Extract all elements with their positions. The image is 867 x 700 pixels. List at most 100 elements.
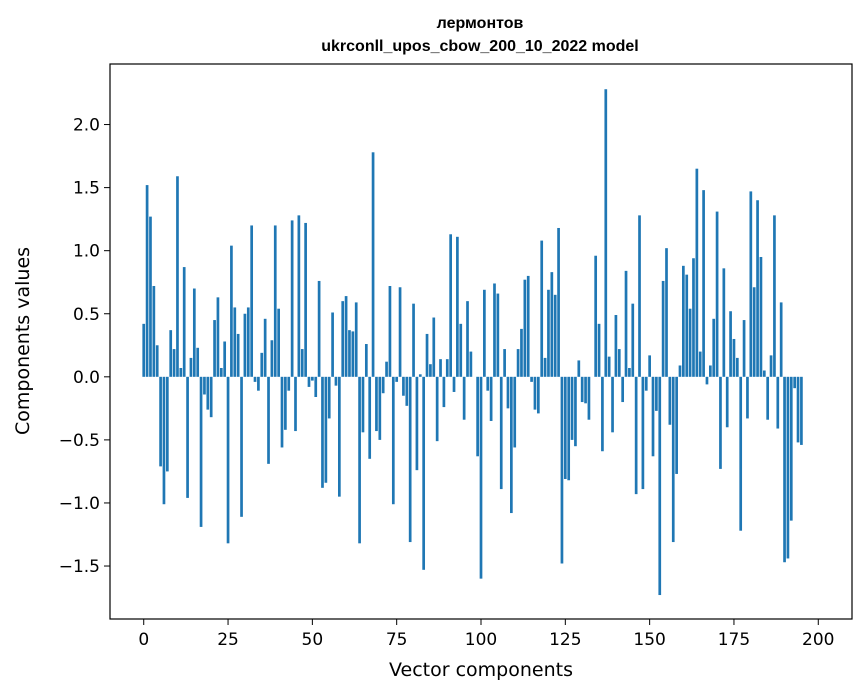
bar-134	[594, 256, 597, 377]
bar-62	[351, 331, 354, 376]
bar-162	[689, 309, 692, 377]
bar-54	[325, 377, 328, 483]
x-tick-label: 50	[302, 630, 324, 650]
bar-182	[756, 200, 759, 377]
bar-150	[648, 355, 651, 376]
bar-24	[223, 342, 226, 377]
bar-166	[702, 190, 705, 377]
bar-194	[797, 377, 800, 443]
bar-111	[517, 349, 520, 377]
bar-19	[206, 377, 209, 410]
bar-130	[581, 377, 584, 402]
bar-156	[669, 377, 672, 425]
bar-179	[746, 377, 749, 419]
bar-122	[554, 295, 557, 377]
bar-8	[169, 330, 172, 377]
bar-158	[675, 377, 678, 474]
bar-5	[159, 377, 162, 467]
bar-46	[298, 215, 301, 376]
bar-61	[348, 330, 351, 377]
bar-15	[193, 289, 196, 377]
bar-28	[237, 334, 240, 377]
bar-140	[615, 315, 618, 377]
bar-138	[608, 357, 611, 377]
bar-165	[699, 352, 702, 377]
bar-69	[375, 377, 378, 431]
bar-18	[203, 377, 206, 395]
bar-66	[365, 344, 368, 377]
bar-17	[200, 377, 203, 527]
x-tick-label: 100	[465, 630, 497, 650]
bar-77	[402, 377, 405, 396]
bar-154	[662, 281, 665, 377]
bar-6	[163, 377, 166, 504]
bar-97	[470, 352, 473, 377]
bar-115	[530, 377, 533, 382]
bar-153	[658, 377, 661, 595]
y-tick-label: 1.0	[73, 242, 100, 262]
bar-67	[368, 377, 371, 459]
chart-title-line1: лермонтов	[437, 15, 524, 32]
bar-188	[776, 377, 779, 429]
bar-45	[294, 377, 297, 431]
y-tick-label: −0.5	[59, 431, 100, 451]
bar-86	[432, 318, 435, 377]
bar-129	[577, 360, 580, 376]
bar-2	[149, 217, 152, 377]
bar-104	[493, 283, 496, 376]
bar-169	[712, 319, 715, 377]
bar-155	[665, 248, 668, 377]
bar-74	[392, 377, 395, 504]
bar-175	[733, 339, 736, 377]
bar-73	[389, 286, 392, 377]
bar-65	[362, 377, 365, 433]
bar-164	[696, 169, 699, 377]
bar-30	[244, 314, 247, 377]
bar-106	[500, 377, 503, 489]
bar-35	[260, 353, 263, 377]
bar-72	[385, 362, 388, 377]
bar-13	[186, 377, 189, 498]
bar-12	[183, 267, 186, 377]
bar-112	[520, 329, 523, 377]
y-tick-label: 2.0	[73, 116, 100, 136]
bar-131	[584, 377, 587, 403]
bar-105	[497, 294, 500, 377]
bar-57	[335, 377, 338, 386]
bar-91	[449, 234, 452, 377]
bar-148	[642, 377, 645, 489]
x-axis-label: Vector components	[389, 659, 573, 681]
bar-84	[426, 334, 429, 377]
bar-190	[783, 377, 786, 562]
bar-124	[561, 377, 564, 564]
bar-89	[443, 377, 446, 407]
bar-80	[412, 304, 415, 377]
bar-68	[372, 152, 375, 377]
bar-189	[780, 302, 783, 376]
bar-123	[557, 228, 560, 377]
bar-20	[210, 377, 213, 417]
bar-75	[395, 377, 398, 382]
x-tick-label: 0	[138, 630, 149, 650]
bar-151	[652, 377, 655, 456]
bar-101	[483, 290, 486, 377]
bar-38	[271, 340, 274, 377]
bar-143	[625, 271, 628, 377]
bar-96	[466, 301, 469, 377]
x-tick-label: 75	[386, 630, 408, 650]
bar-27	[233, 307, 236, 376]
bar-85	[429, 364, 432, 377]
bar-58	[338, 377, 341, 497]
bar-1	[146, 185, 149, 377]
bar-195	[800, 377, 803, 445]
bar-60	[345, 296, 348, 377]
bar-76	[399, 287, 402, 377]
bar-99	[476, 377, 479, 456]
bar-64	[358, 377, 361, 544]
bar-113	[524, 280, 527, 377]
x-tick-label: 200	[802, 630, 834, 650]
bar-3	[153, 286, 156, 377]
bar-176	[736, 358, 739, 377]
bar-56	[331, 312, 334, 376]
